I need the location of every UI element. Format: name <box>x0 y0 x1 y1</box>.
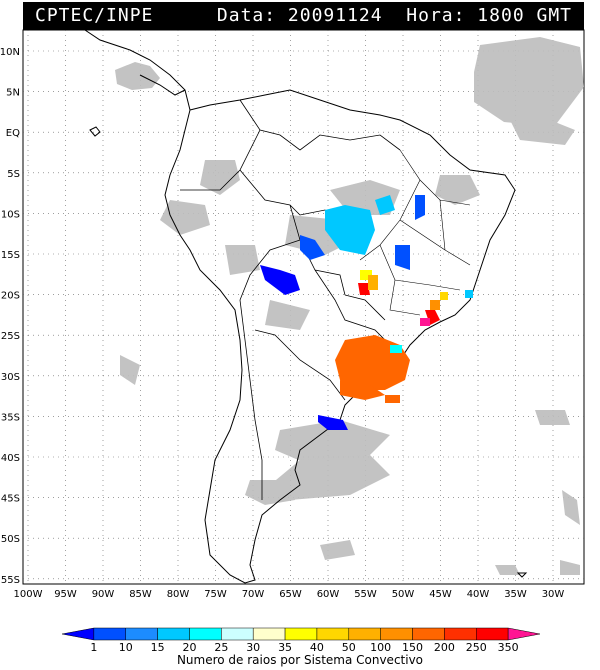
islands <box>89 126 528 578</box>
lon-label-30w: 30W <box>542 589 565 600</box>
storm-cell <box>300 235 325 260</box>
colorbar-tick-label: 350 <box>498 641 519 654</box>
storm-cell <box>390 345 402 353</box>
colorbar-swatch <box>380 627 413 641</box>
lon-label-95w: 95W <box>54 589 77 600</box>
lat-label-10s: 10S <box>1 209 20 220</box>
colorbar-swatch <box>221 627 254 641</box>
storm-cell <box>375 195 395 215</box>
colorbar: 1 10 15 20 25 30 35 40 50 100 150 200 250 350 <box>61 627 541 654</box>
lon-label-55w: 55W <box>354 589 377 600</box>
storm-cell <box>325 205 375 255</box>
lat-label-50s: 50S <box>1 534 20 545</box>
storm-cell <box>395 245 410 270</box>
convective-systems <box>260 195 473 430</box>
storm-cell <box>420 318 430 326</box>
colorbar-tick-label: 20 <box>182 641 196 654</box>
storm-cell <box>465 290 473 298</box>
header-bar: CPTEC/INPE Data: 20091124 Hora: 1800 GMT <box>23 2 584 30</box>
central-america-coast <box>69 19 191 111</box>
colorbar-swatch <box>157 627 190 641</box>
colorbar-swatch <box>476 627 509 641</box>
lon-label-80w: 80W <box>167 589 190 600</box>
colorbar-swatch <box>507 627 541 641</box>
colorbar-tick-label: 200 <box>434 641 455 654</box>
lat-label-45s: 45S <box>1 494 20 505</box>
lat-label-15s: 15S <box>1 250 20 261</box>
colorbar-caption: Numero de raios por Sistema Convectivo <box>176 653 424 667</box>
longitude-labels: 100W 95W 90W 85W 80W 75W 70W 65W 60W 55W 50W 45W 40W… <box>14 589 565 600</box>
colorbar-tick-label: 250 <box>466 641 487 654</box>
colorbar-swatch <box>93 627 126 641</box>
lon-label-70w: 70W <box>242 589 265 600</box>
colorbar-swatch <box>252 627 286 641</box>
storm-cell <box>415 195 425 220</box>
lat-label-30s: 30S <box>1 372 20 383</box>
colorbar-tick-label: 40 <box>310 641 324 654</box>
colorbar-tick-label: 50 <box>342 641 356 654</box>
lat-label-35s: 35S <box>1 412 20 423</box>
colorbar-tick-label: 30 <box>246 641 260 654</box>
storm-cell <box>430 300 440 310</box>
colorbar-tick-label: 25 <box>214 641 228 654</box>
storm-cell <box>318 415 348 430</box>
colorbar-tick-label: 10 <box>119 641 133 654</box>
lat-label-eq: EQ <box>6 128 20 139</box>
lon-label-60w: 60W <box>317 589 340 600</box>
date-time-label: Data: 20091124 Hora: 1800 GMT <box>216 5 572 26</box>
colorbar-swatch <box>316 627 350 641</box>
source-label: CPTEC/INPE <box>35 5 154 26</box>
colorbar-tick-label: 100 <box>370 641 391 654</box>
lon-label-50w: 50W <box>392 589 415 600</box>
colorbar-swatch <box>348 627 381 641</box>
storm-cell <box>340 380 385 400</box>
colorbar-swatch <box>444 627 477 641</box>
lat-label-10n: 10N <box>0 47 20 58</box>
lon-label-90w: 90W <box>92 589 115 600</box>
lon-label-100w: 100W <box>14 589 43 600</box>
lon-label-65w: 65W <box>279 589 302 600</box>
colorbar-swatch <box>412 627 445 641</box>
lat-label-55s: 55S <box>1 575 20 586</box>
colorbar-swatch <box>61 627 95 641</box>
lat-label-5n: 5N <box>6 88 20 99</box>
lon-label-40w: 40W <box>467 589 490 600</box>
south-america-coast <box>164 89 516 584</box>
lat-label-20s: 20S <box>1 291 20 302</box>
storm-cell <box>440 292 448 300</box>
country-borders <box>180 99 401 500</box>
lon-label-75w: 75W <box>204 589 227 600</box>
colorbar-swatch <box>284 627 318 641</box>
storm-cell <box>260 265 300 295</box>
colorbar-tick-label: 150 <box>402 641 423 654</box>
storm-cell <box>358 283 370 295</box>
lat-label-40s: 40S <box>1 453 20 464</box>
lon-label-35w: 35W <box>504 589 527 600</box>
colorbar-tick-label: 35 <box>278 641 292 654</box>
colorbar-swatch <box>125 627 158 641</box>
cloud-cover <box>115 37 584 575</box>
coastlines <box>69 19 528 584</box>
colorbar-tick-label: 1 <box>90 641 97 654</box>
lon-label-85w: 85W <box>129 589 152 600</box>
lat-label-5s: 5S <box>7 169 20 180</box>
colorbar-tick-label: 15 <box>151 641 165 654</box>
colorbar-swatch <box>189 627 222 641</box>
lat-label-25s: 25S <box>1 331 20 342</box>
storm-cell <box>385 395 400 403</box>
lon-label-45w: 45W <box>429 589 452 600</box>
brazil-state-borders <box>359 149 471 316</box>
storm-cell <box>368 275 378 290</box>
latitude-labels: 10N 5N EQ 5S 10S 15S 20S 25S 30S 35S 40S 45S 50S 55S <box>0 47 20 586</box>
